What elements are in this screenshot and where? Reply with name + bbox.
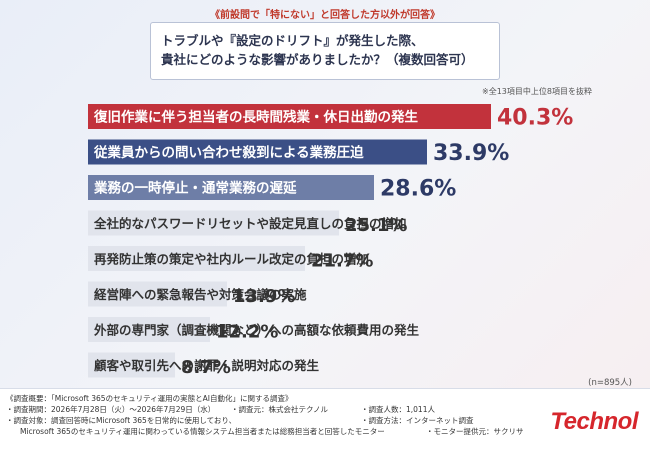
category-label-5: 再発防止策の策定や社内ルール改定の負担の増加 [94, 252, 369, 267]
bar-2 [88, 139, 427, 165]
category-label-3: 業務の一時停止・通常業務の遅延 [93, 180, 297, 197]
survey-title: 《調査概要：「Microsoft 365のセキュリティ運用の実態とAI自動化」に… [6, 394, 293, 403]
survey-method: ・調査方法：インターネット調査 [361, 416, 474, 425]
question-line-1: トラブルや『設定のドリフト』が発生した際、 [161, 33, 424, 48]
category-label-7: 外部の専門家（調査機関など）への高額な依頼費用の発生 [93, 323, 420, 338]
bar-7 [88, 317, 210, 342]
bar-5 [88, 246, 305, 271]
value-label-7: 12.2% [216, 322, 278, 343]
value-label-4: 25.1% [345, 215, 407, 236]
survey-target-2: Microsoft 365のセキュリティ運用に関わっている情報システム担当者また… [20, 427, 385, 436]
respondent-condition: 《前設問で「特にない」と回答した方以外が回答》 [210, 10, 440, 21]
category-label-2: 従業員からの問い合わせ殺到による業務圧迫 [93, 144, 364, 161]
survey-period: ・調査期間：2026年7月28日（火）〜2026年7月29日（水） [6, 405, 216, 414]
value-label-8: 8.7% [181, 357, 231, 378]
value-label-2: 33.9% [433, 141, 509, 166]
value-label-3: 28.6% [380, 177, 456, 202]
bar-1 [88, 104, 491, 129]
question-box: トラブルや『設定のドリフト』が発生した際、 貴社にどのような影響がありましたか？… [150, 22, 500, 80]
category-label-4: 全社的なパスワードリセットや設定見直しの負担の増加 [93, 216, 407, 231]
excerpt-note: ※全13項目中上位8項目を抜粋 [482, 87, 592, 96]
category-label-8: 顧客や取引先への謝罪・説明対応の発生 [94, 358, 320, 373]
bar-6 [88, 281, 227, 307]
category-label-1: 復旧作業に伴う担当者の長時間残業・休日出勤の発生 [93, 109, 418, 126]
survey-provider: ・モニター提供元：サクリサ [426, 427, 524, 436]
value-label-5: 21.7% [311, 251, 373, 272]
survey-organizer: ・調査元：株式会社テクノル [231, 405, 329, 414]
question-line-2: 貴社にどのような影響がありましたか？（複数回答可） [161, 52, 474, 67]
bar-4 [88, 210, 339, 236]
value-label-1: 40.3% [497, 106, 573, 131]
bar-chart: 復旧作業に伴う担当者の長時間残業・休日出勤の発生 40.3% 従業員からの問い合わせ… [88, 104, 573, 378]
bar-8 [88, 352, 175, 378]
survey-respondents: ・調査人数：1,011人 [361, 405, 435, 414]
value-label-6: 13.9% [233, 286, 295, 307]
survey-footer: 《調査概要：「Microsoft 365のセキュリティ運用の実態とAI自動化」に… [0, 388, 650, 450]
category-label-6: 経営陣への緊急報告や対策会議の実施 [94, 287, 307, 302]
technol-logo: Technol [550, 408, 638, 435]
sample-size: (n=895人) [588, 378, 632, 388]
survey-target-1: ・調査対象：調査回答時にMicrosoft 365を日常的に使用しており、 [6, 416, 237, 425]
bar-3 [88, 175, 374, 200]
